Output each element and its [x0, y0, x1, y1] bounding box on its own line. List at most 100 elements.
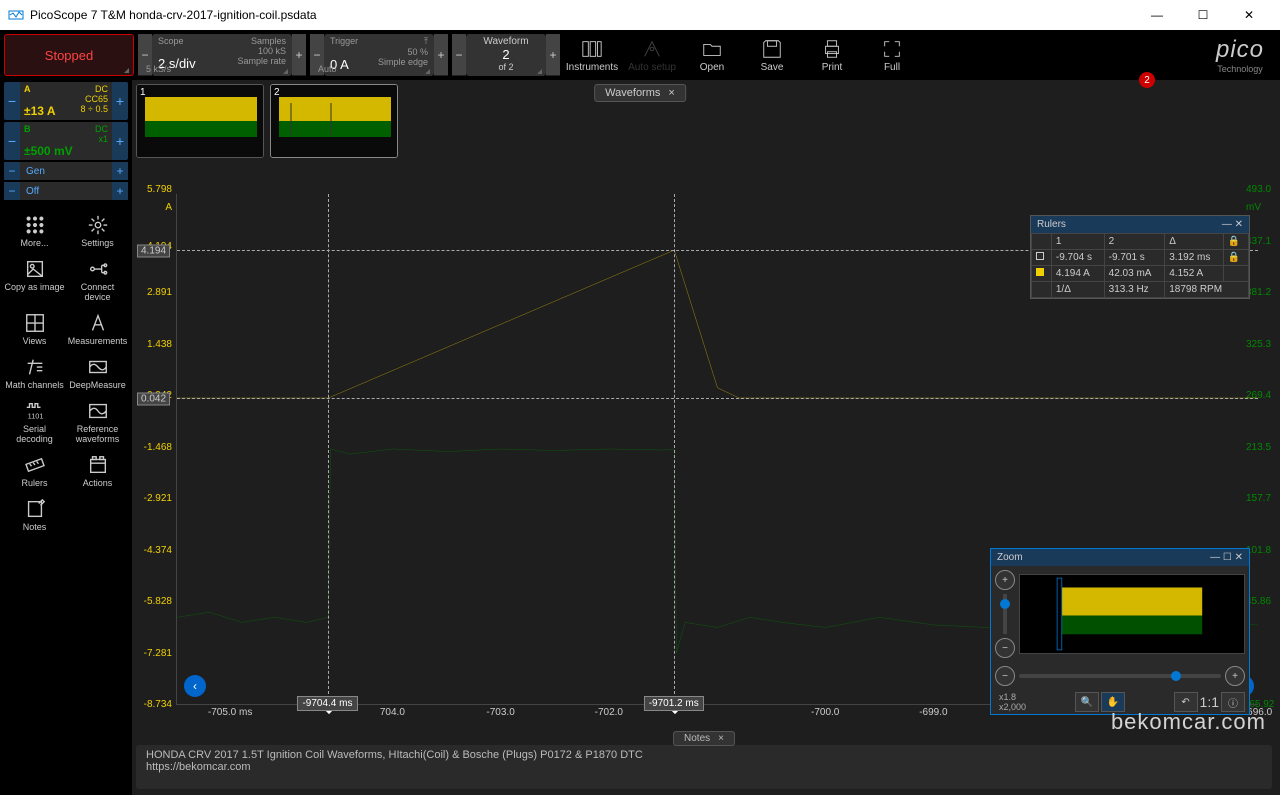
- instruments-button[interactable]: Instruments: [564, 34, 620, 76]
- svg-text:1101: 1101: [27, 411, 43, 420]
- vertical-ruler[interactable]: [328, 194, 329, 704]
- minimize-icon[interactable]: —: [1210, 552, 1220, 563]
- close-icon[interactable]: ×: [718, 733, 724, 744]
- channel-a-plus[interactable]: +: [112, 82, 128, 120]
- scope-panel[interactable]: ScopeSamples 100 kS 2 s/divSample rate 5…: [152, 34, 292, 76]
- trigger-plus[interactable]: +: [434, 34, 448, 76]
- zoom-out-y[interactable]: −: [995, 638, 1015, 658]
- left-sidebar: − ADC CC65 ±13 A8 ÷ 0.5 + − BDC x1 ±500 …: [0, 80, 132, 795]
- x-tick: -703.0: [486, 707, 514, 718]
- fullscreen-button[interactable]: Full: [864, 34, 920, 76]
- math-channels-button[interactable]: Math channels: [4, 352, 65, 394]
- views-button[interactable]: Views: [4, 308, 65, 350]
- y-axis-left: 5.7984.1942.8911.4380.042-1.468-2.921-4.…: [136, 190, 176, 705]
- gen-row[interactable]: − Gen +: [4, 162, 128, 180]
- waveform-next[interactable]: +: [546, 34, 560, 76]
- autosetup-button[interactable]: Auto setup: [624, 34, 680, 76]
- waveforms-tab[interactable]: Waveforms×: [594, 84, 686, 102]
- x-tick: -702.0: [595, 707, 623, 718]
- trigger-panel[interactable]: Trigger⤒ 50 % 0 ASimple edge Auto: [324, 34, 434, 76]
- connect-device-button[interactable]: Connect device: [67, 254, 128, 306]
- horizontal-ruler[interactable]: 0.042: [177, 398, 1258, 399]
- y-tick-left: -8.734: [144, 699, 172, 710]
- close-button[interactable]: ✕: [1226, 0, 1272, 30]
- close-icon[interactable]: ✕: [1235, 552, 1243, 563]
- actions-button[interactable]: Actions: [67, 450, 128, 492]
- watermark: bekomcar.com: [1111, 709, 1266, 735]
- brand-logo: pico Technology: [1216, 34, 1276, 76]
- status-label: Stopped: [45, 48, 93, 63]
- deepmeasure-button[interactable]: DeepMeasure: [67, 352, 128, 394]
- maximize-button[interactable]: ☐: [1180, 0, 1226, 30]
- run-stop-button[interactable]: Stopped: [4, 34, 134, 76]
- app-icon: [8, 7, 24, 23]
- rulers-table: 12Δ🔒 -9.704 s-9.701 s3.192 ms🔒 4.194 A42…: [1031, 233, 1249, 298]
- notes-line-1: HONDA CRV 2017 1.5T Ignition Coil Wavefo…: [146, 749, 1262, 761]
- y-tick-left: -5.828: [144, 596, 172, 607]
- notes-tab[interactable]: Notes×: [673, 731, 735, 746]
- channel-a[interactable]: − ADC CC65 ±13 A8 ÷ 0.5 +: [4, 82, 128, 120]
- waveform-thumbnails: 1 2: [136, 84, 398, 158]
- thumbnail-2[interactable]: 2: [270, 84, 398, 158]
- copy-image-button[interactable]: Copy as image: [4, 254, 65, 306]
- x-tick: -700.0: [811, 707, 839, 718]
- zoom-overview[interactable]: [1019, 574, 1245, 654]
- x-tick: -699.0: [919, 707, 947, 718]
- open-button[interactable]: Open: [684, 34, 740, 76]
- notes-button[interactable]: Notes: [4, 494, 65, 536]
- rulers-button[interactable]: Rulers: [4, 450, 65, 492]
- zoom-panel-title[interactable]: Zoom — ☐ ✕: [991, 549, 1249, 566]
- zoom-in-y[interactable]: +: [995, 570, 1015, 590]
- channel-b[interactable]: − BDC x1 ±500 mV +: [4, 122, 128, 160]
- more-button[interactable]: More...: [4, 210, 65, 252]
- x-tick: -705.0 ms: [208, 707, 252, 718]
- notes-line-2: https://bekomcar.com: [146, 761, 1262, 773]
- print-button[interactable]: Print: [804, 34, 860, 76]
- zoom-slider-x[interactable]: [1019, 674, 1221, 678]
- scroll-left-button[interactable]: ‹: [184, 675, 206, 697]
- zoom-select-button[interactable]: 🔍: [1075, 692, 1099, 712]
- trigger-label: Trigger: [330, 36, 358, 47]
- rulers-panel[interactable]: Rulers — ✕ 12Δ🔒 -9.704 s-9.701 s3.192 ms…: [1030, 215, 1250, 299]
- x-ruler-marker[interactable]: -9704.4 ms: [297, 696, 357, 711]
- y-tick-left: -7.281: [144, 648, 172, 659]
- waveform-prev[interactable]: −: [452, 34, 466, 76]
- close-icon[interactable]: ×: [668, 87, 674, 99]
- channel-b-minus[interactable]: −: [4, 122, 20, 160]
- save-button[interactable]: Save: [744, 34, 800, 76]
- notification-badge[interactable]: 2: [1139, 72, 1155, 88]
- channel-a-range: ±13 A: [24, 104, 56, 118]
- scope-plus[interactable]: +: [292, 34, 306, 76]
- minimize-button[interactable]: —: [1134, 0, 1180, 30]
- waveform-label: Waveform: [483, 36, 528, 47]
- zoom-panel[interactable]: Zoom — ☐ ✕ + − − + x1.8x2,000 🔍 ✋ ↶ 1:1 …: [990, 548, 1250, 715]
- zoom-in-x[interactable]: +: [1225, 666, 1245, 686]
- window-titlebar: PicoScope 7 T&M honda-crv-2017-ignition-…: [0, 0, 1280, 30]
- thumbnail-1[interactable]: 1: [136, 84, 264, 158]
- measurements-button[interactable]: Measurements: [67, 308, 128, 350]
- y-tick-left: 2.891: [147, 287, 172, 298]
- channel-b-range: ±500 mV: [24, 144, 73, 158]
- x-tick: 704.0: [380, 707, 405, 718]
- y-tick-left: 5.798: [147, 184, 172, 195]
- minimize-icon[interactable]: —: [1222, 219, 1232, 230]
- close-icon[interactable]: ✕: [1235, 219, 1243, 230]
- maximize-icon[interactable]: ☐: [1223, 552, 1232, 563]
- top-toolbar: Stopped − ScopeSamples 100 kS 2 s/divSam…: [0, 30, 1280, 80]
- channel-a-minus[interactable]: −: [4, 82, 20, 120]
- scope-label: Scope: [158, 36, 184, 46]
- vertical-ruler[interactable]: [674, 194, 675, 704]
- y-tick-left: -2.921: [144, 493, 172, 504]
- serial-decoding-button[interactable]: 1101Serial decoding: [4, 396, 65, 448]
- rulers-panel-title[interactable]: Rulers — ✕: [1031, 216, 1249, 233]
- y-tick-left: -4.374: [144, 545, 172, 556]
- waveform-num: 2: [502, 47, 509, 62]
- x-ruler-marker[interactable]: -9701.2 ms: [644, 696, 704, 711]
- waveform-panel[interactable]: Waveform 2 of 2: [466, 34, 546, 76]
- channel-b-plus[interactable]: +: [112, 122, 128, 160]
- settings-button[interactable]: Settings: [67, 210, 128, 252]
- gen-off-row[interactable]: − Off +: [4, 182, 128, 200]
- reference-waveforms-button[interactable]: Reference waveforms: [67, 396, 128, 448]
- zoom-out-x[interactable]: −: [995, 666, 1015, 686]
- zoom-ratio[interactable]: 1:1: [1200, 694, 1219, 710]
